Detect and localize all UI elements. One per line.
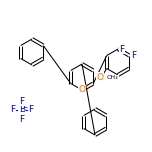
Text: O: O [96,73,103,82]
Text: F: F [19,97,25,105]
Text: F: F [10,105,16,114]
Text: +: + [83,85,88,90]
Text: −: − [22,104,28,109]
Text: F: F [131,51,136,60]
Text: F: F [19,114,25,123]
Text: CH₃: CH₃ [107,75,118,80]
Text: F: F [119,45,124,54]
Text: F: F [28,105,34,114]
Text: O: O [78,85,85,95]
Text: B: B [19,105,25,114]
